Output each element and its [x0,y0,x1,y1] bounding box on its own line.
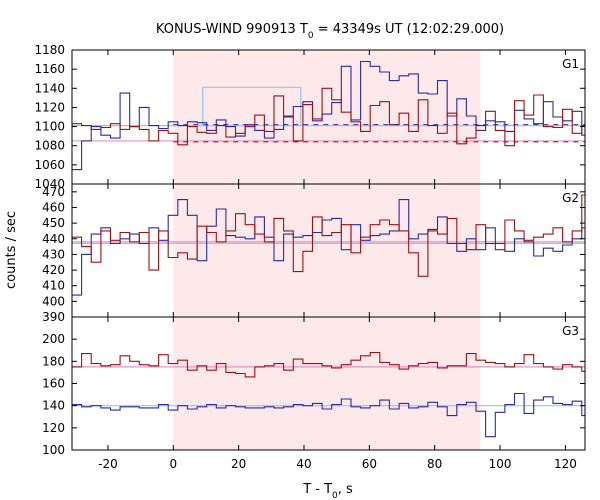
x-axis-title: T - T0, s [302,482,353,500]
highlight-layer [173,50,481,450]
g2-ytick-label: 460 [42,200,65,214]
g2-ytick-label: 430 [42,247,65,261]
g1-panel-label: G1 [562,57,579,71]
g2-ytick-label: 470 [42,185,65,199]
g3-ytick-label: 180 [42,354,65,368]
xtick-label: 40 [296,457,311,471]
g1-ytick-label: 1100 [34,120,65,134]
g3-ytick-label: 120 [42,421,65,435]
g3-highlight-interval [173,317,481,450]
g1-ytick-label: 1180 [34,43,65,57]
xtick-label: 20 [231,457,246,471]
ticks-layer: 10401060108011001120114011601180G1390400… [34,43,585,471]
g1-ytick-label: 1060 [34,158,65,172]
g1-blue-series [72,60,585,171]
g3-panel-label: G3 [562,324,579,338]
y-axis-title: counts / sec [4,211,19,289]
g1-ytick-label: 1040 [34,177,65,191]
g2-red-series [72,194,585,277]
series-layer [72,60,585,438]
x-axis-title-rest: , s [338,482,353,497]
g1-red-series [72,87,585,147]
g1-ytick-label: 1080 [34,139,65,153]
g3-ytick-label: 100 [42,443,65,457]
x-axis-title-subscript: 0 [332,491,338,500]
chart-title-subscript: 0 [308,31,314,41]
chart-title-rest: = 43349s UT (12:02:29.000) [314,22,504,37]
g2-ytick-label: 450 [42,216,65,230]
xtick-label: 60 [362,457,377,471]
g2-ytick-label: 420 [42,263,65,277]
g3-red-series [72,351,585,378]
xtick-label: 120 [554,457,577,471]
g1-highlight-interval [173,50,481,184]
g3-ytick-label: 200 [42,332,65,346]
g3-blue-series [72,392,585,438]
x-axis-title-main: T - T [302,482,332,497]
g2-ytick-label: 440 [42,232,65,246]
g1-ytick-label: 1140 [34,81,65,95]
g1-ytick-label: 1120 [34,100,65,114]
g1-ytick-label: 1160 [34,62,65,76]
chart-title-main: KONUS-WIND 990913 T [156,22,308,37]
g2-ytick-label: 410 [42,279,65,293]
g3-ytick-label: 160 [42,377,65,391]
xtick-label: 80 [427,457,442,471]
chart-title: KONUS-WIND 990913 T0 = 43349s UT (12:02:… [156,22,504,41]
g2-panel-label: G2 [562,191,579,205]
g2-ytick-label: 400 [42,294,65,308]
xtick-label: 100 [489,457,512,471]
xtick-label: -20 [98,457,118,471]
g3-ytick-label: 140 [42,399,65,413]
g2-highlight-interval [173,184,481,317]
xtick-label: 0 [169,457,177,471]
g2-ytick-label: 390 [42,310,65,324]
